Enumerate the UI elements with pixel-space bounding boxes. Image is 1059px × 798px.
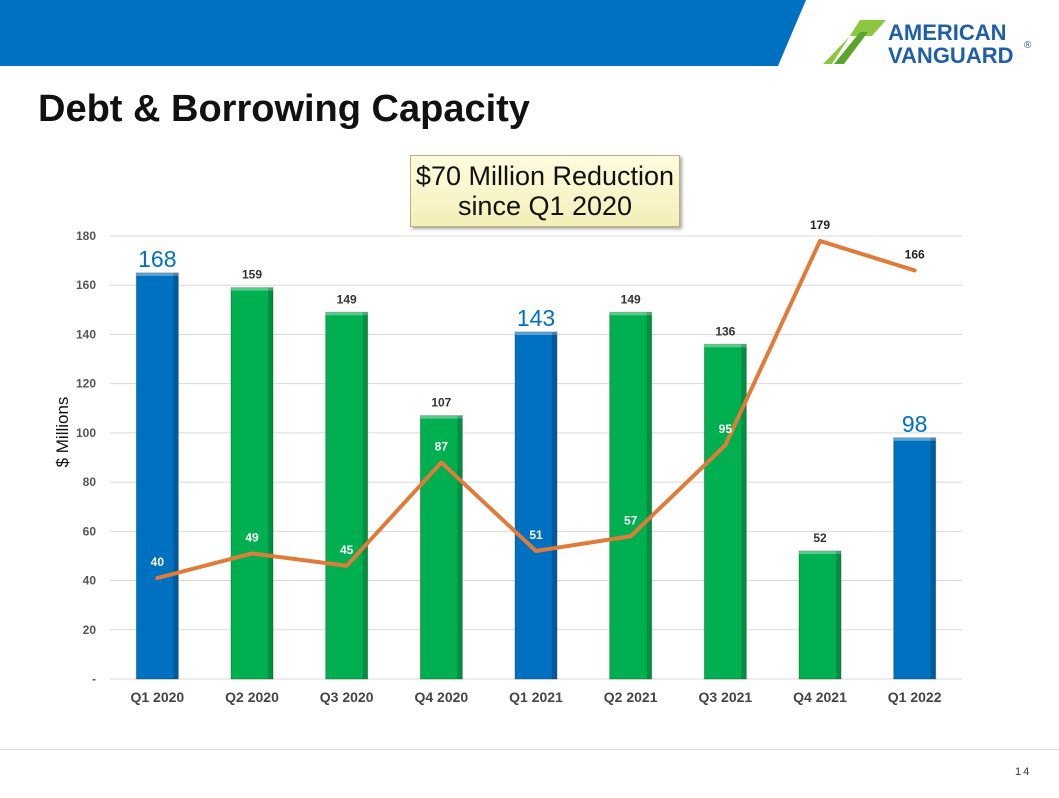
reduction-callout: $70 Million Reduction since Q1 2020: [410, 155, 680, 227]
bar-shade: [457, 415, 463, 679]
logo-registered-mark: ®: [1024, 40, 1032, 51]
y-tick-label: 180: [76, 229, 96, 243]
bar: [419, 415, 463, 680]
x-tick-label: Q4 2021: [793, 689, 847, 705]
footer-divider: [0, 749, 1059, 750]
line-point: [155, 576, 159, 580]
bar: [703, 343, 747, 680]
american-vanguard-logo: AMERICAN VANGUARD ®: [820, 14, 1040, 70]
y-tick-label: 60: [83, 524, 97, 538]
x-tick-label: Q1 2022: [888, 689, 942, 705]
bar-value-label: 149: [337, 292, 357, 306]
y-tick-label: 40: [83, 574, 97, 588]
line-value-label: 57: [624, 513, 638, 527]
line-point: [345, 564, 349, 568]
bar-shade: [836, 551, 841, 679]
y-tick-label: 100: [76, 426, 96, 440]
line-value-label: 49: [245, 530, 259, 544]
bar: [514, 331, 558, 680]
x-tick-label: Q2 2020: [225, 689, 279, 705]
bar-value-label: 168: [138, 246, 176, 272]
y-tick-label: 140: [76, 327, 96, 341]
y-tick-label: 160: [76, 278, 96, 292]
slide-title: Debt & Borrowing Capacity: [38, 88, 530, 130]
y-tick-label: 120: [76, 377, 96, 391]
x-axis-ticks: Q1 2020 Q2 2020 Q3 2020 Q4 2020 Q1 2021 Q2 20…: [130, 689, 941, 705]
bar-value-label: 159: [242, 268, 262, 282]
bar-shade: [930, 437, 936, 679]
bar-highlight: [704, 344, 747, 348]
line-value-label: 40: [151, 555, 165, 569]
line-point: [629, 534, 633, 538]
bar-highlight: [136, 272, 179, 276]
bar-value-label: 149: [621, 292, 641, 306]
x-tick-label: Q4 2020: [414, 689, 468, 705]
header-band: [0, 0, 806, 66]
callout-text: $70 Million Reduction since Q1 2020: [415, 161, 675, 221]
bar-series: [135, 272, 937, 680]
x-tick-label: Q3 2020: [320, 689, 374, 705]
bar-shade: [646, 312, 652, 679]
bar-value-label: 98: [902, 411, 928, 437]
data-labels: 168 159 149 107 143 149 136 52 98 40 49 45 87 51 57 95 1…: [138, 218, 927, 569]
bar-shade: [741, 344, 747, 679]
bar-highlight: [231, 287, 273, 291]
y-tick-label: -: [92, 672, 96, 686]
bar-shade: [268, 287, 273, 679]
y-tick-label: 20: [83, 623, 97, 637]
bar-value-label: 136: [715, 324, 735, 338]
line-point: [723, 443, 727, 447]
bar: [609, 311, 653, 680]
line-point: [818, 239, 822, 243]
bar-value-label: 52: [813, 531, 827, 545]
bar-highlight: [893, 437, 936, 441]
x-tick-label: Q3 2021: [698, 689, 752, 705]
logo-mark-icon: [823, 20, 886, 64]
line-point: [534, 549, 538, 553]
page-number: 14: [1015, 766, 1032, 778]
line-value-label: 95: [719, 422, 733, 436]
logo-text-line1: AMERICAN: [888, 20, 1007, 45]
bar: [798, 550, 842, 680]
bar: [135, 272, 179, 680]
bar-highlight: [420, 415, 463, 419]
line-point: [439, 460, 443, 464]
line-value-label: 45: [340, 543, 354, 557]
line-point: [913, 268, 917, 272]
line-series: [155, 238, 917, 581]
bar-highlight: [799, 551, 841, 555]
logo-text-line2: VANGUARD: [888, 43, 1013, 68]
line-point: [250, 551, 254, 555]
x-tick-label: Q2 2021: [604, 689, 658, 705]
debt-chart: - 20 40 60 80 100 120 140 160 180 $ Millions Q1 2…: [53, 218, 962, 705]
y-axis-label: $ Millions: [53, 397, 72, 468]
y-axis-ticks: - 20 40 60 80 100 120 140 160 180: [76, 229, 96, 686]
bar-shade: [362, 312, 368, 679]
y-tick-label: 80: [83, 475, 97, 489]
x-tick-label: Q1 2021: [509, 689, 563, 705]
line-value-label: 51: [529, 528, 543, 542]
bar-value-label: 107: [431, 396, 451, 410]
x-tick-label: Q1 2020: [130, 689, 184, 705]
bar-highlight: [609, 312, 652, 316]
bar-value-label: 143: [517, 305, 555, 331]
bar-shade: [173, 272, 179, 679]
bar: [230, 287, 274, 680]
bar-shade: [552, 331, 557, 679]
line-value-label: 87: [435, 439, 449, 453]
line-value-label: 166: [905, 247, 925, 261]
bar: [325, 311, 369, 680]
line-value-label: 179: [810, 218, 830, 232]
bar: [893, 437, 937, 680]
bar-highlight: [325, 312, 368, 316]
bar-highlight: [515, 331, 557, 335]
